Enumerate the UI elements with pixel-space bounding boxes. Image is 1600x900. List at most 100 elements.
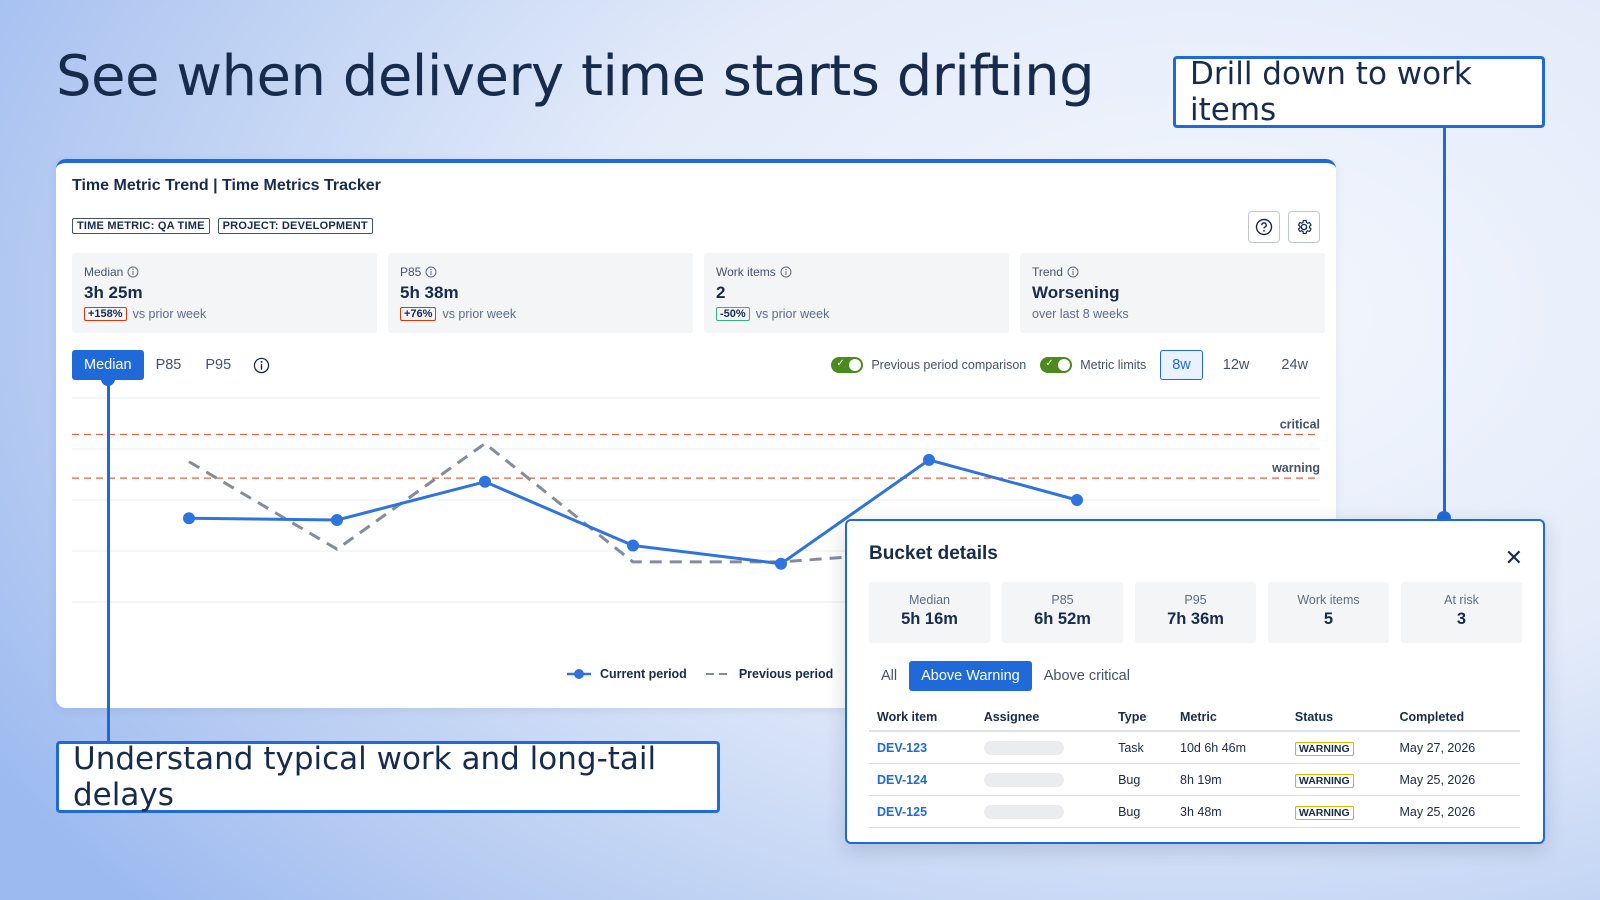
bucket-stat: Median 5h 16m [869,582,990,643]
change-note: vs prior week [755,307,830,321]
change-badge: +158% [84,307,127,321]
metric-cell: 8h 19m [1172,763,1287,796]
change-note: vs prior week [442,307,517,321]
bucket-stat: Work items 5 [1268,582,1389,643]
completed-cell: May 25, 2026 [1391,763,1520,796]
bucket-stat: P85 6h 52m [1002,582,1123,643]
metric-limits-label: Metric limits [1080,358,1147,372]
threshold-label-warning: warning [1271,461,1320,475]
change-note: over last 8 weeks [1032,307,1129,321]
bucket-stat-label: P95 [1184,593,1207,607]
stat-value: Worsening [1032,283,1120,302]
info-icon[interactable] [1067,266,1079,278]
check-icon: ✓ [1045,358,1054,369]
card-title: Time Metric Trend | Time Metrics Tracker [72,177,381,194]
data-point [183,512,195,525]
bucket-stats: Median 5h 16m P85 6h 52m P95 7h 36m Work it… [869,582,1522,643]
work-item-link[interactable]: DEV-123 [877,740,928,755]
leader-dot-median [101,372,115,386]
table-row: DEV-124 Bug 8h 19m WARNING May 25, 2026 [869,763,1520,796]
bucket-filter-tabs: All Above Warning Above critical [869,661,1142,691]
bucket-stat-value: 5h 16m [901,610,958,628]
info-icon[interactable] [425,266,437,278]
leader-line-drilldown [1443,128,1446,518]
bucket-stat-label: Median [909,593,950,607]
series-line-previous [188,442,930,564]
tab-all[interactable]: All [881,668,898,684]
stat-median: Median 3h 25m +158% vs prior week [72,253,377,333]
legend-current[interactable]: Current period [566,667,687,681]
stat-value: 5h 38m [400,283,459,302]
stat-trend: Trend Worsening over last 8 weeks [1020,253,1325,333]
column-header[interactable]: Metric [1172,704,1287,732]
legend-label: Current period [600,667,687,681]
stat-label: Work items [716,265,776,279]
bucket-stat-value: 7h 36m [1167,610,1224,628]
panel-title: Bucket details [869,543,998,564]
tab-p85[interactable]: P85 [155,357,182,373]
legend-label: Previous period [738,667,834,681]
column-header[interactable]: Type [1110,704,1173,732]
data-point [627,539,639,552]
column-header[interactable]: Assignee [975,704,1111,732]
gear-icon [1297,219,1312,235]
callout-understand: Understand typical work and long-tail de… [56,741,720,813]
work-item-link[interactable]: DEV-124 [877,772,928,787]
change-badge: +76% [400,307,437,321]
data-point [479,475,491,488]
range-8w[interactable]: 8w [1160,350,1203,380]
data-point [331,514,343,527]
metric-limits-toggle[interactable]: ✓ [1040,357,1073,373]
data-point [1071,494,1083,506]
close-icon[interactable]: ✕ [1504,545,1523,570]
bucket-stat-value: 5 [1323,610,1334,628]
bucket-stat-value: 6h 52m [1034,610,1091,628]
legend-dashed-marker [705,673,730,675]
time-metric-trend-card: Time Metric Trend | Time Metrics Tracker… [56,159,1336,708]
tab-above-warning[interactable]: Above Warning [909,661,1032,691]
metric-tabs: Median P85 P95 [72,350,270,380]
bucket-stat: At risk 3 [1401,582,1522,643]
type-cell: Task [1110,731,1173,764]
column-header[interactable]: Status [1286,704,1392,732]
column-header[interactable]: Work item [869,704,976,732]
range-12w[interactable]: 12w [1222,357,1250,373]
callout-drilldown-text: Drill down to work items [1190,56,1472,128]
settings-button[interactable] [1288,211,1320,243]
bucket-details-panel: Bucket details ✕ Median 5h 16m P85 6h 52m … [845,519,1545,844]
status-badge: WARNING [1294,741,1354,756]
summary-stats: Median 3h 25m +158% vs prior week P85 5h … [72,253,1325,333]
tag-time-metric[interactable]: TIME METRIC: QA TIME [72,218,210,234]
info-icon[interactable] [127,266,139,278]
tab-p95[interactable]: P95 [205,357,232,373]
type-cell: Bug [1110,763,1173,796]
work-items-table: Work item Assignee Type Metric Status Co… [869,704,1520,828]
tag-project[interactable]: PROJECT: DEVELOPMENT [217,218,373,234]
leader-line-median [107,378,110,742]
previous-period-toggle[interactable]: ✓ [831,357,864,373]
completed-cell: May 27, 2026 [1391,731,1520,764]
change-note: vs prior week [132,307,207,321]
legend-previous[interactable]: Previous period [705,667,833,681]
stat-value: 2 [716,283,726,302]
info-icon[interactable] [780,266,792,278]
help-icon [1255,218,1273,236]
stat-label: Trend [1032,265,1063,279]
status-badge: WARNING [1294,805,1354,820]
callout-drilldown: Drill down to work items [1173,56,1545,128]
tab-above-critical[interactable]: Above critical [1043,668,1130,684]
bucket-stat: P95 7h 36m [1135,582,1256,643]
chart-controls: ✓ Previous period comparison ✓ Metric li… [831,350,1320,380]
bucket-stat-value: 3 [1456,610,1467,628]
type-cell: Bug [1110,795,1173,828]
bucket-stat-label: At risk [1444,593,1479,607]
tab-median[interactable]: Median [72,350,144,380]
column-header[interactable]: Completed [1391,704,1520,732]
work-item-link[interactable]: DEV-125 [877,804,928,819]
info-icon[interactable] [253,357,270,374]
filter-tags: TIME METRIC: QA TIME PROJECT: DEVELOPMEN… [72,218,373,234]
range-24w[interactable]: 24w [1281,357,1308,373]
table-row: DEV-125 Bug 3h 48m WARNING May 25, 2026 [869,795,1520,828]
chart-legend: Current period Previous period [566,667,833,681]
help-button[interactable] [1248,211,1280,243]
